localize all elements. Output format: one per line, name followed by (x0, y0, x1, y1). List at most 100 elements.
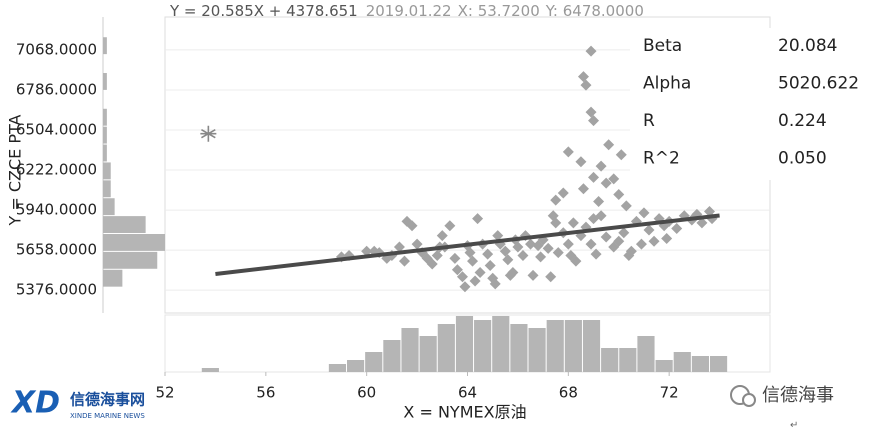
x-hist-bar (437, 324, 455, 372)
x-hist-bar (546, 320, 564, 372)
y-hist-bar (103, 162, 111, 180)
x-hist-bar (455, 316, 474, 372)
x-hist-bar (691, 356, 709, 372)
point (575, 156, 587, 168)
cursor-y: Y: 6478.0000 (545, 2, 644, 20)
x-tick-label: 68 (559, 384, 578, 402)
point (635, 238, 647, 250)
cursor-date: 2019.01.22 (366, 2, 452, 20)
point (643, 224, 655, 236)
point (436, 230, 448, 242)
point (638, 207, 650, 219)
header: Y = 20.585X + 4378.651 2019.01.22 X: 53.72… (169, 2, 644, 20)
y-tick-label: 6504.0000 (16, 121, 97, 139)
stat-value: 5020.622 (778, 74, 859, 94)
point (661, 232, 673, 244)
x-hist-bar (564, 320, 582, 372)
x-hist-bar (401, 328, 419, 372)
point (557, 187, 569, 199)
point (504, 269, 516, 281)
point (484, 259, 496, 271)
x-tick-label: 60 (357, 384, 376, 402)
point (398, 255, 410, 267)
point (472, 213, 484, 225)
y-hist-bar (103, 144, 107, 162)
point (577, 71, 589, 83)
logo-sub: XINDE MARINE NEWS (70, 412, 145, 420)
point (595, 160, 607, 172)
x-tick-label: 56 (256, 384, 275, 402)
x-tick-label: 64 (458, 384, 477, 402)
stat-label: R (643, 111, 655, 131)
point (406, 220, 418, 232)
point (588, 171, 600, 183)
stats-box (630, 28, 771, 180)
y-tick-label: 6786.0000 (16, 80, 97, 98)
point (562, 238, 574, 250)
paragraph-mark: ↵ (790, 420, 798, 431)
y-hist-bar (103, 198, 115, 216)
point (451, 264, 463, 276)
point (545, 271, 557, 283)
stat-label: Alpha (643, 74, 691, 94)
point (613, 235, 625, 247)
point (593, 196, 605, 208)
stat-label: R^2 (643, 149, 680, 169)
x-hist-bar (474, 320, 492, 372)
point (456, 271, 468, 283)
x-hist-bar (347, 360, 365, 372)
point (499, 245, 511, 257)
point (444, 220, 456, 232)
y-tick-label: 6222.0000 (16, 161, 97, 179)
y-tick-label: 5658.0000 (16, 241, 97, 259)
y-tick-label: 7068.0000 (16, 40, 97, 58)
x-hist-bar (582, 320, 601, 372)
point (426, 258, 438, 270)
point (648, 235, 660, 247)
point (588, 115, 600, 127)
equation: Y = 20.585X + 4378.651 (169, 2, 358, 20)
x-tick-label: 72 (660, 384, 679, 402)
cursor-x: X: 53.7200 (458, 2, 540, 20)
y-tick-label: 5940.0000 (16, 201, 97, 219)
point (590, 248, 602, 260)
point (585, 238, 597, 250)
point (623, 250, 635, 262)
point (469, 275, 481, 287)
x-hist-bar (619, 348, 637, 372)
watermark-right: 信德海事 (762, 385, 834, 406)
point (585, 45, 597, 57)
x-hist-bar (201, 368, 219, 372)
point (552, 247, 564, 259)
highlight-point (200, 125, 217, 142)
y-hist-bar (103, 251, 158, 269)
stat-value: 20.084 (778, 36, 837, 56)
y-hist-bar (103, 216, 146, 233)
x-hist-bar (528, 328, 546, 372)
point (482, 248, 494, 260)
point (603, 139, 615, 151)
point (361, 245, 373, 257)
point (393, 241, 405, 253)
y-hist-bar (103, 269, 123, 287)
y-tick-label: 5376.0000 (16, 281, 97, 299)
point (600, 231, 612, 243)
watermarks: XD 信德海事网 XINDE MARINE NEWS 信德海事 ↵ (10, 385, 834, 431)
point (620, 200, 632, 212)
x-hist-bar (383, 340, 401, 372)
point (615, 149, 627, 161)
x-hist-bar (328, 364, 346, 372)
logo-name: 信德海事网 (70, 391, 145, 409)
stat-label: Beta (643, 36, 682, 56)
logo: XD (10, 386, 60, 421)
y-hist-bar (103, 180, 111, 198)
point (550, 194, 562, 206)
point (411, 238, 423, 250)
point (567, 217, 579, 229)
point (580, 79, 592, 91)
point (588, 213, 600, 225)
x-hist-bar (673, 352, 691, 372)
x-axis-title: X = NYMEX原油 (403, 403, 526, 422)
point (542, 242, 554, 254)
